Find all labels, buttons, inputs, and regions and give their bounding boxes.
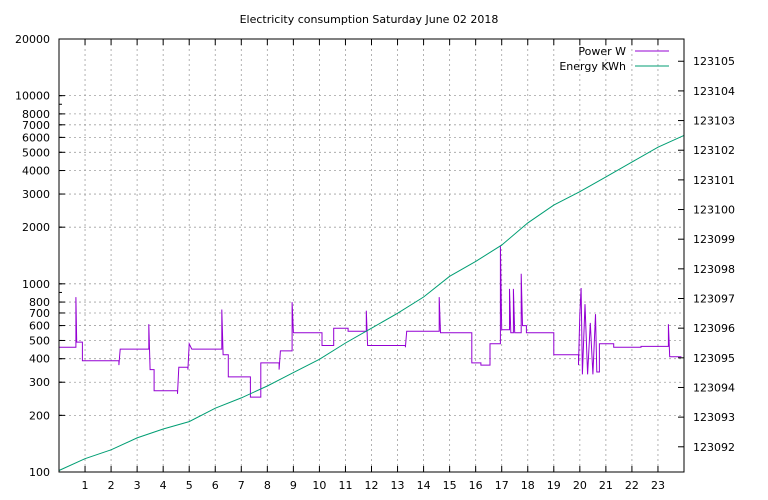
y-right-tick-label: 123099 xyxy=(693,233,735,246)
series-line-energy-kwh xyxy=(58,134,685,471)
y-left-tick-label: 200 xyxy=(29,409,50,422)
x-tick-label: 10 xyxy=(312,479,326,492)
y-left-tick-label: 500 xyxy=(29,334,50,347)
y-left-tick-label: 1000 xyxy=(22,278,50,291)
x-tick-label: 13 xyxy=(391,479,405,492)
chart-title: Electricity consumption Saturday June 02… xyxy=(240,13,499,26)
y-left-tick-label: 700 xyxy=(29,307,50,320)
y-right-tick-label: 123100 xyxy=(693,204,735,217)
x-tick-label: 22 xyxy=(625,479,639,492)
data-series xyxy=(58,134,685,471)
y-left-tick-label: 5000 xyxy=(22,146,50,159)
x-tick-label: 19 xyxy=(547,479,561,492)
y-right-tick-label: 123098 xyxy=(693,263,735,276)
legend: Power W Energy KWh xyxy=(559,45,669,73)
x-tick-label: 7 xyxy=(238,479,245,492)
x-tick-label: 11 xyxy=(338,479,352,492)
x-tick-label: 21 xyxy=(599,479,613,492)
y-right-tick-label: 123094 xyxy=(693,381,735,394)
y-right-tick-label: 123103 xyxy=(693,115,735,128)
x-tick-label: 17 xyxy=(495,479,509,492)
y-left-tick-label: 300 xyxy=(29,376,50,389)
y-right-tick-label: 123097 xyxy=(693,293,735,306)
y-left-tick-label: 10000 xyxy=(15,90,50,103)
y-left-tick-label: 4000 xyxy=(22,165,50,178)
y-left-tick-label: 100 xyxy=(29,466,50,479)
y-left-tick-label: 800 xyxy=(29,296,50,309)
x-tick-label: 5 xyxy=(186,479,193,492)
y-right-tick-label: 123093 xyxy=(693,411,735,424)
y-left-tick-label: 600 xyxy=(29,320,50,333)
y-right-tick-label: 123092 xyxy=(693,441,735,454)
y-right-tick-label: 123105 xyxy=(693,55,735,68)
x-tick-label: 18 xyxy=(521,479,535,492)
axes: 1 2 3 4 5 6 7 8 9 10 11 12 13 14 15 16 17 18 19 20 21 22 23100… xyxy=(15,33,735,492)
x-tick-label: 14 xyxy=(417,479,431,492)
y-left-tick-label: 6000 xyxy=(22,131,50,144)
x-tick-label: 12 xyxy=(365,479,379,492)
y-left-tick-label: 3000 xyxy=(22,188,50,201)
x-tick-label: 8 xyxy=(264,479,271,492)
x-tick-label: 4 xyxy=(160,479,167,492)
y-left-tick-label: 400 xyxy=(29,353,50,366)
series-line-power-w xyxy=(59,245,682,398)
x-tick-label: 3 xyxy=(134,479,141,492)
x-tick-label: 20 xyxy=(573,479,587,492)
x-tick-label: 16 xyxy=(469,479,483,492)
legend-label: Energy KWh xyxy=(559,60,626,73)
grid-lines xyxy=(59,38,684,473)
x-tick-label: 1 xyxy=(82,479,89,492)
y-right-tick-label: 123095 xyxy=(693,352,735,365)
y-right-tick-label: 123096 xyxy=(693,322,735,335)
y-left-tick-label: 7000 xyxy=(22,119,50,132)
y-right-tick-label: 123101 xyxy=(693,174,735,187)
x-tick-label: 9 xyxy=(290,479,297,492)
legend-label: Power W xyxy=(578,45,626,58)
y-left-tick-label: 8000 xyxy=(22,108,50,121)
x-tick-label: 23 xyxy=(651,479,665,492)
y-left-tick-label: 20000 xyxy=(15,33,50,46)
y-right-tick-label: 123104 xyxy=(693,85,735,98)
x-tick-label: 2 xyxy=(108,479,115,492)
y-right-tick-label: 123102 xyxy=(693,144,735,157)
y-left-tick-label: 2000 xyxy=(22,221,50,234)
x-tick-label: 15 xyxy=(443,479,457,492)
x-tick-label: 6 xyxy=(212,479,219,492)
